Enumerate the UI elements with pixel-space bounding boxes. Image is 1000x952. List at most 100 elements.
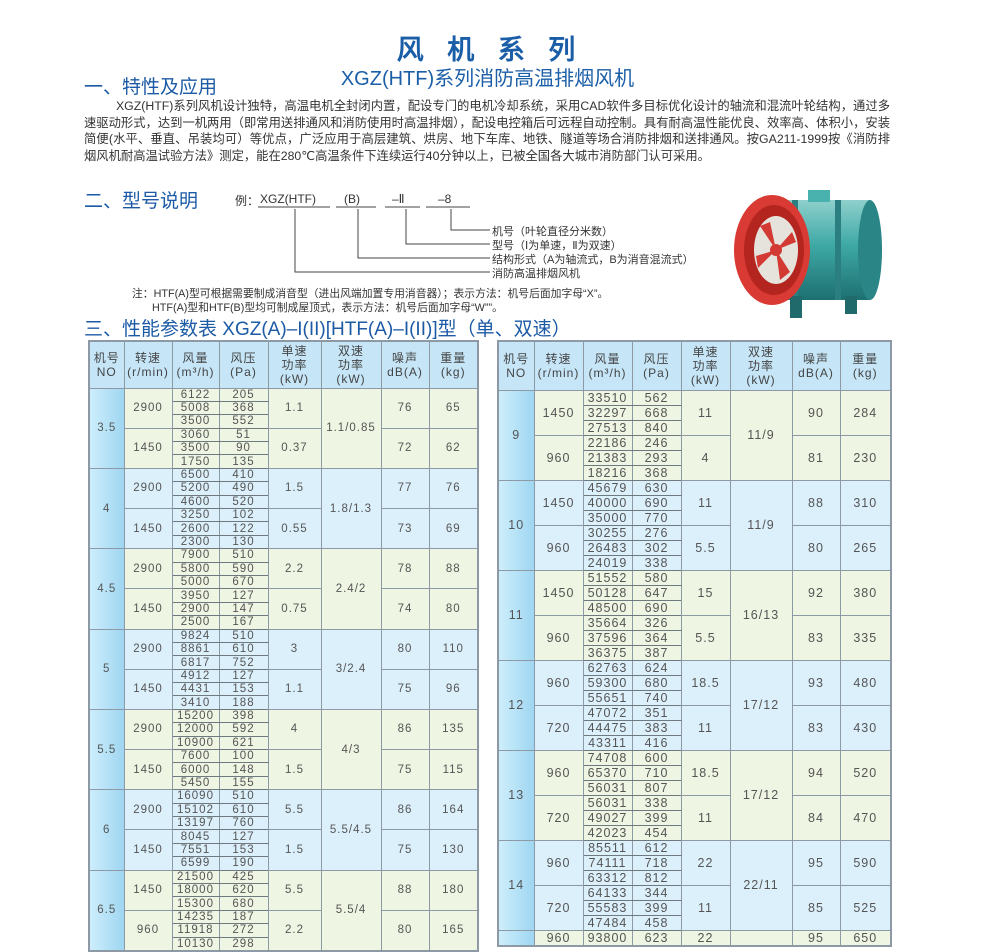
pressure-cell: 510 xyxy=(218,548,269,563)
table-row: 11 1450 51552 580 15 16/13 92 380 xyxy=(497,569,892,661)
noise-cell: 88 xyxy=(380,869,430,911)
single-speed-power-cell: 5.5 xyxy=(680,614,731,661)
weight-cell: 284 xyxy=(839,389,892,436)
speed-cell: 1450 xyxy=(123,427,173,469)
pressure-cell: 127 xyxy=(218,588,269,603)
pressure-cell: 276 xyxy=(631,524,682,541)
pressure-cell: 188 xyxy=(218,695,269,710)
table-row: 13 960 74708 600 18.5 17/12 94 520 xyxy=(497,749,892,841)
airflow-cell: 55583 xyxy=(582,899,633,916)
table-row: 36375 387 xyxy=(498,644,891,661)
pressure-cell: 562 xyxy=(631,389,682,406)
pressure-cell: 690 xyxy=(631,599,682,616)
column-header: 重量 (kg) xyxy=(839,340,892,391)
table-row: 9 1450 33510 562 11 11/9 90 284 xyxy=(497,389,892,481)
pressure-cell: 490 xyxy=(218,481,269,496)
single-speed-power-cell: 2.2 xyxy=(267,548,322,590)
fan-number-cell: 10 xyxy=(497,479,535,571)
speed-cell: 2900 xyxy=(123,789,173,831)
page-subtitle: XGZ(HTF)系列消防高温排烟风机 xyxy=(340,68,635,90)
airflow-cell: 74708 xyxy=(582,749,633,766)
table-row: 3500 552 xyxy=(89,414,478,429)
pressure-cell: 272 xyxy=(218,923,269,938)
pressure-cell: 624 xyxy=(631,659,682,676)
noise-cell: 81 xyxy=(791,434,841,481)
pressure-cell: 135 xyxy=(218,454,269,469)
speed-cell: 2900 xyxy=(123,628,173,670)
table-row: 18216 368 xyxy=(498,464,891,481)
weight-cell: 335 xyxy=(839,614,892,661)
airflow-cell: 24019 xyxy=(582,554,633,571)
pressure-cell: 100 xyxy=(218,749,269,764)
airflow-cell: 4600 xyxy=(171,494,220,510)
airflow-cell: 47484 xyxy=(582,914,633,931)
weight-cell: 110 xyxy=(428,628,479,670)
section-heading-model: 二、型号说明 xyxy=(84,191,199,212)
noise-cell: 92 xyxy=(791,569,841,616)
single-speed-power-cell: 0.37 xyxy=(267,427,322,469)
airflow-cell: 5200 xyxy=(171,481,220,496)
airflow-cell: 30255 xyxy=(582,524,633,541)
weight-cell: 115 xyxy=(428,749,479,791)
weight-cell: 135 xyxy=(428,708,479,751)
airflow-cell: 33510 xyxy=(582,389,633,406)
pressure-cell: 90 xyxy=(218,441,269,456)
single-speed-power-cell: 1.5 xyxy=(267,749,322,791)
airflow-cell: 62763 xyxy=(582,659,633,676)
pressure-cell: 187 xyxy=(218,909,269,925)
pressure-cell: 338 xyxy=(631,554,682,571)
table-row: 12 960 62763 624 18.5 17/12 93 480 xyxy=(497,659,892,751)
table-row: 18000 620 xyxy=(89,882,478,898)
single-speed-power-cell: 11 xyxy=(680,389,731,436)
noise-cell: 76 xyxy=(380,387,430,429)
airflow-cell: 6000 xyxy=(171,762,220,777)
pressure-cell: 621 xyxy=(218,735,269,751)
pressure-cell: 668 xyxy=(631,404,682,421)
fan-number-cell: 6.5 xyxy=(88,869,125,952)
airflow-cell: 56031 xyxy=(582,779,633,796)
airflow-cell: 1750 xyxy=(171,454,220,469)
speed-cell: 960 xyxy=(533,659,584,706)
table-row: 6 2900 16090 510 5.5 5.5/4.5 86 164 xyxy=(88,789,479,871)
pressure-cell: 155 xyxy=(218,775,269,791)
dual-speed-power-cell: 1.1/0.85 xyxy=(320,387,382,469)
noise-cell: 90 xyxy=(791,389,841,436)
airflow-cell: 9824 xyxy=(171,628,220,643)
noise-cell: 83 xyxy=(791,614,841,661)
table-row: 4.5 2900 7900 510 2.2 2.4/2 78 88 xyxy=(88,548,479,630)
airflow-cell: 14235 xyxy=(171,909,220,925)
pressure-cell: 148 xyxy=(218,762,269,777)
table-row: 960 35664 326 5.5 83 335 xyxy=(498,614,892,661)
airflow-cell: 49027 xyxy=(582,809,633,826)
column-header: 双速 功率 (kW) xyxy=(320,340,382,389)
table-row: 24019 338 xyxy=(498,554,891,571)
weight-cell: 480 xyxy=(839,659,892,706)
table-header-row: 机号 NO 转速 (r/min) 风量 (m³/h) 风压 (Pa) 单速 功率 (kW… xyxy=(88,340,479,389)
single-speed-power-cell: 5.5 xyxy=(267,789,322,831)
airflow-cell: 8045 xyxy=(171,829,220,844)
noise-cell: 86 xyxy=(380,789,430,831)
airflow-cell: 13197 xyxy=(171,815,220,831)
airflow-cell: 3500 xyxy=(171,414,220,429)
single-speed-power-cell: 22 xyxy=(680,929,731,946)
airflow-cell: 37596 xyxy=(582,629,633,646)
section-heading-features: 一、特性及应用 xyxy=(84,77,218,98)
single-speed-power-cell: 0.75 xyxy=(267,588,322,630)
table-row: 11918 272 xyxy=(89,923,478,938)
model-label-speed: 型号（Ⅰ为单速，Ⅱ为双速） xyxy=(492,240,622,252)
table-row: 960 30255 276 5.5 80 265 xyxy=(498,524,892,571)
table-row: 5800 590 xyxy=(89,561,478,576)
pressure-cell: 398 xyxy=(218,708,269,724)
pressure-cell: 51 xyxy=(218,427,269,443)
fan-number-cell: 11 xyxy=(497,569,535,661)
airflow-cell: 16090 xyxy=(171,789,220,804)
performance-table-right: 机号 NO 转速 (r/min) 风量 (m³/h) 风压 (Pa) 单速 功率 (kW… xyxy=(497,340,892,947)
pressure-cell: 383 xyxy=(631,719,682,736)
speed-cell: 960 xyxy=(533,839,584,886)
speed-cell: 960 xyxy=(533,614,584,661)
pressure-cell: 718 xyxy=(631,854,682,871)
pressure-cell: 592 xyxy=(218,722,269,737)
table-row: 960 93800 623 22 95 650 xyxy=(497,929,892,946)
model-label-number: 机号（叶轮直径分米数） xyxy=(492,226,613,238)
airflow-cell: 51552 xyxy=(582,569,633,586)
